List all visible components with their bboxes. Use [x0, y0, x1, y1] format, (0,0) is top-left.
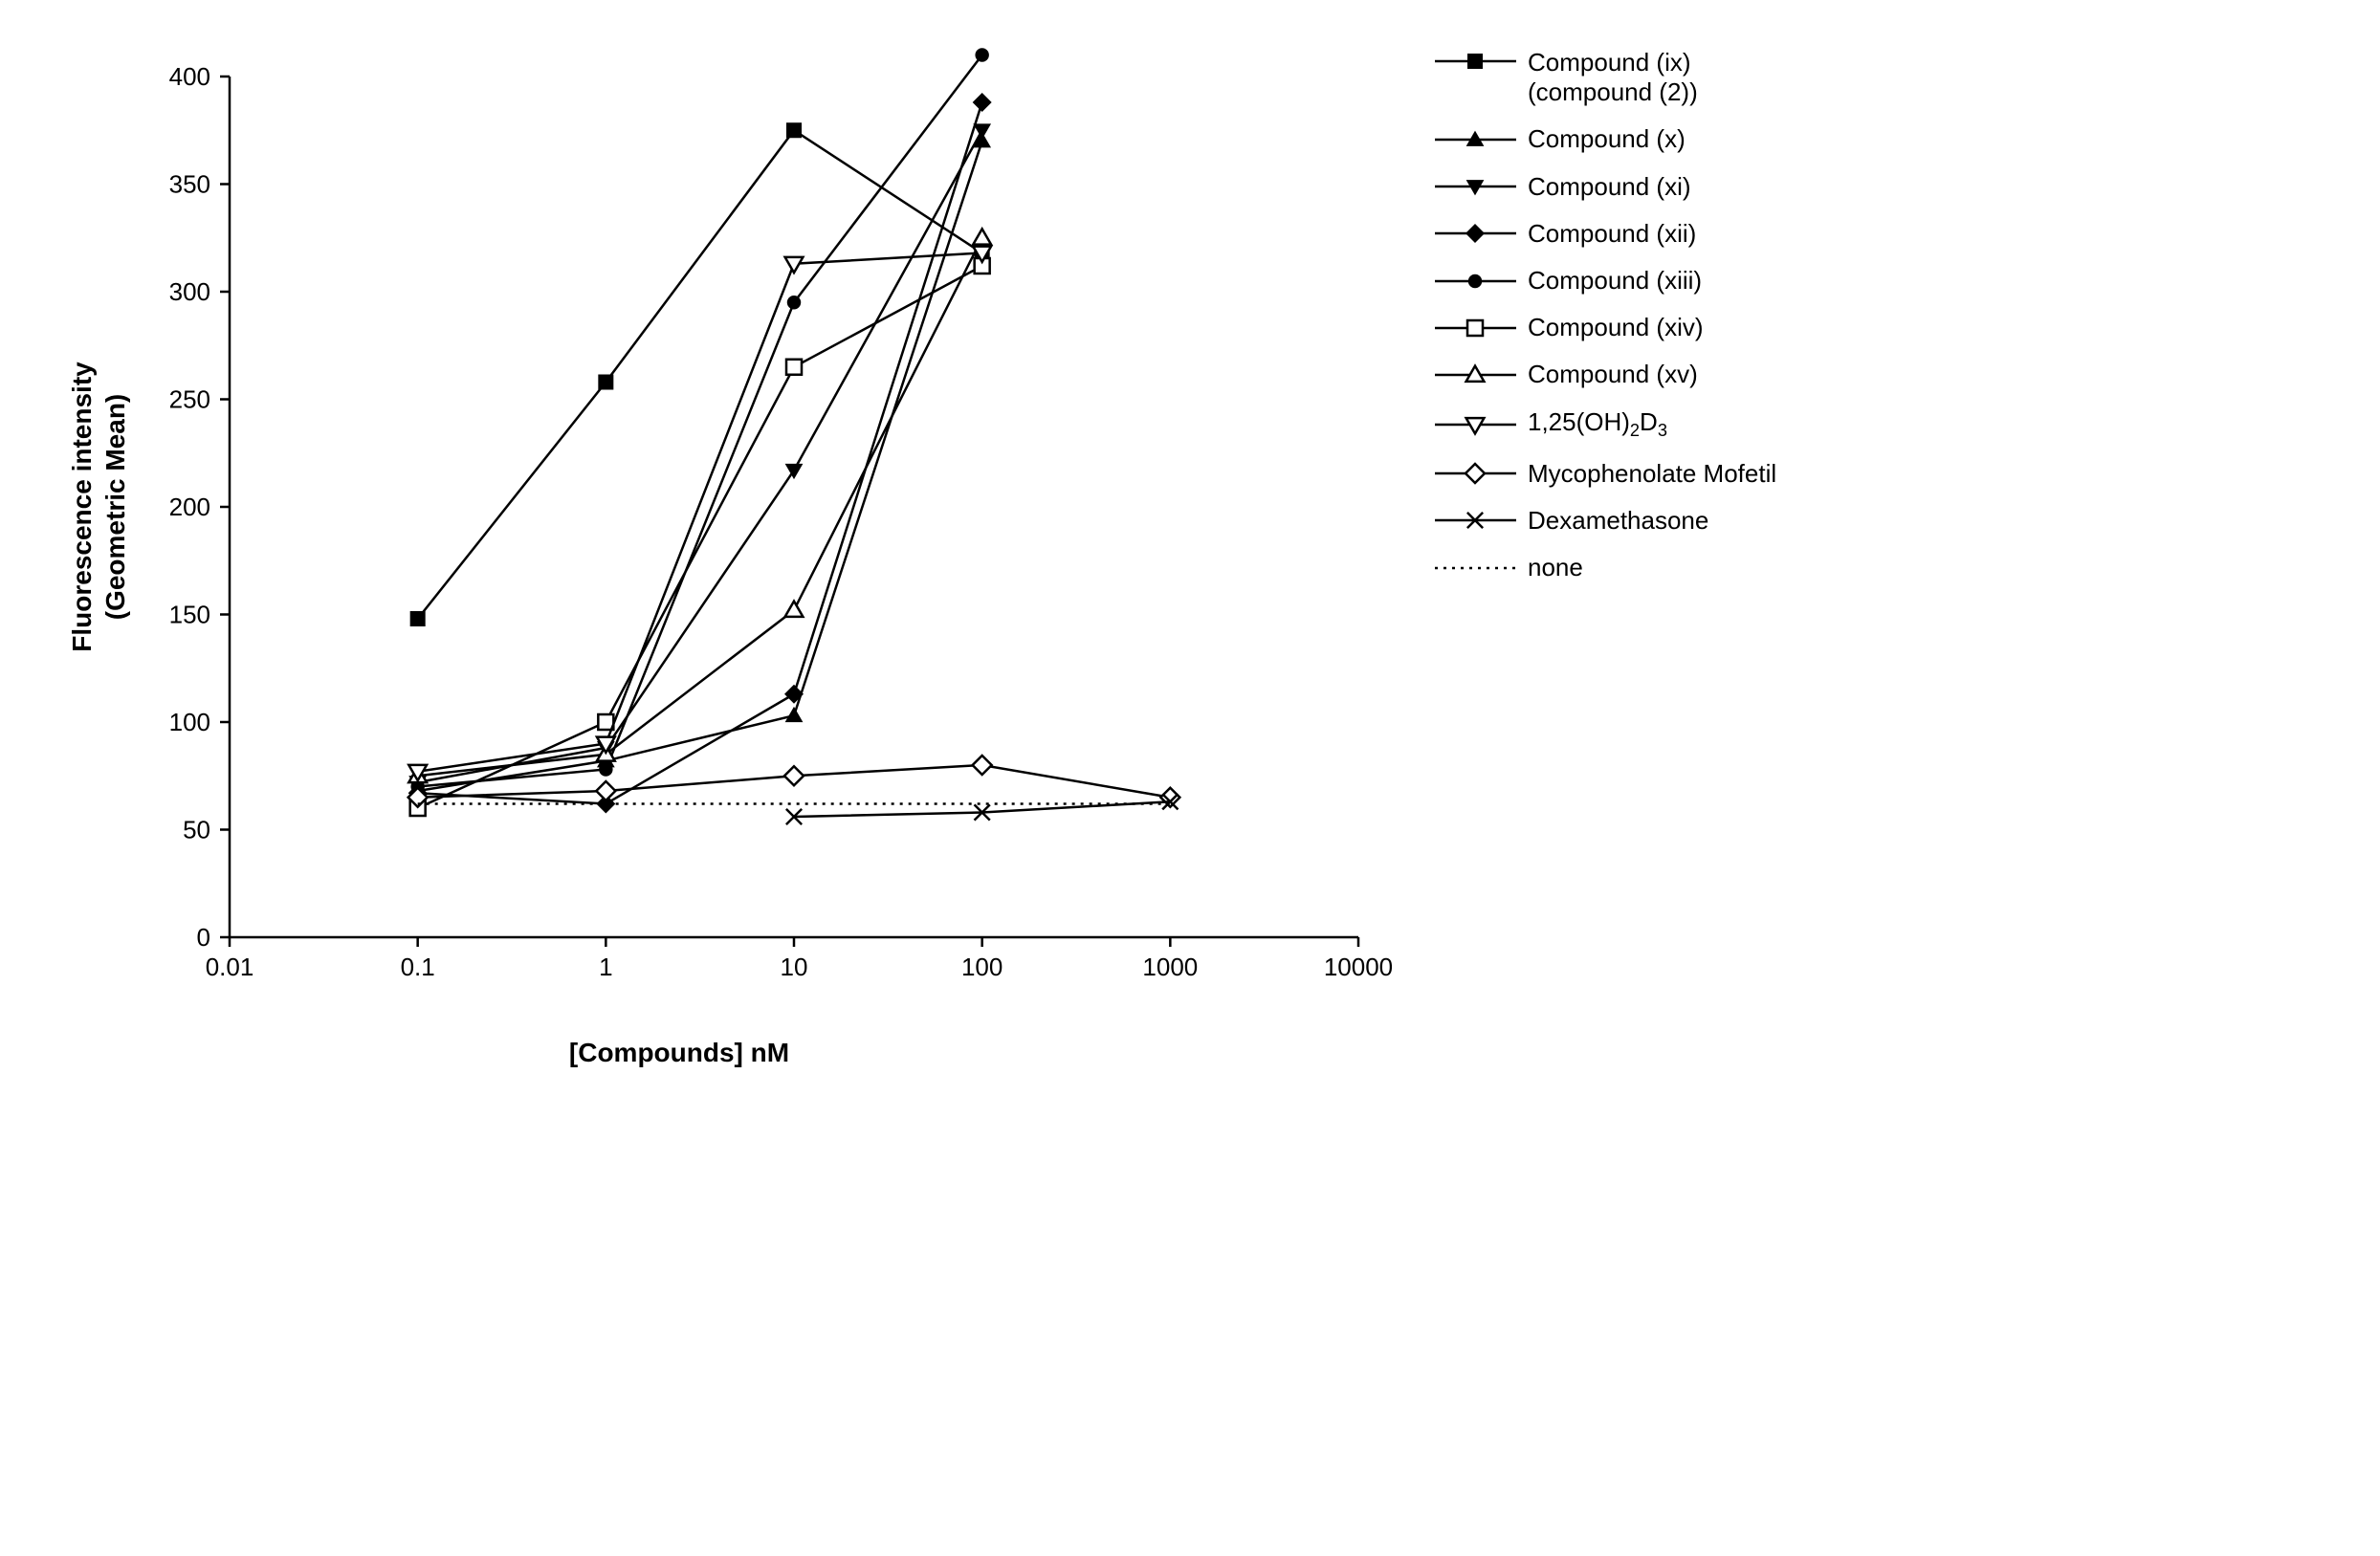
legend-label: Mycophenolate Mofetil — [1528, 459, 1776, 489]
svg-text:(Geometric Mean): (Geometric Mean) — [100, 394, 130, 621]
legend-label: Compound (xiv) — [1528, 313, 1704, 342]
legend-swatch — [1435, 220, 1516, 247]
legend-swatch — [1435, 173, 1516, 200]
chart-plot-area: 0.01 0.1 1 10 100 1000 10000 0 50 100 150 200 250 300… — [38, 38, 1397, 1114]
chart-svg: 0.01 0.1 1 10 100 1000 10000 0 50 100 150 200 250 300… — [38, 38, 1397, 1109]
legend-swatch — [1435, 507, 1516, 534]
legend-item: Compound (x) — [1435, 124, 1776, 154]
svg-text:50: 50 — [183, 816, 210, 844]
svg-text:100: 100 — [169, 708, 210, 736]
legend-item: none — [1435, 553, 1776, 582]
svg-text:1: 1 — [599, 953, 612, 981]
svg-text:300: 300 — [169, 277, 210, 306]
legend-item: Compound (xiv) — [1435, 313, 1776, 342]
svg-text:10: 10 — [781, 953, 808, 981]
legend-label: 1,25(OH)2D3 — [1528, 407, 1667, 442]
legend-item: Compound (xv) — [1435, 360, 1776, 389]
legend-item: Compound (ix) (compound (2)) — [1435, 48, 1776, 107]
svg-text:100: 100 — [961, 953, 1003, 981]
legend-label: Compound (ix) (compound (2)) — [1528, 48, 1698, 107]
svg-text:350: 350 — [169, 170, 210, 199]
legend-swatch — [1435, 460, 1516, 487]
svg-text:400: 400 — [169, 62, 210, 91]
legend-item: Compound (xiii) — [1435, 266, 1776, 296]
legend: Compound (ix) (compound (2)) Compound (x)… — [1435, 38, 1776, 582]
chart-container: 0.01 0.1 1 10 100 1000 10000 0 50 100 150 200 250 300… — [38, 38, 2342, 1114]
legend-swatch — [1435, 48, 1516, 75]
legend-item: Compound (xi) — [1435, 172, 1776, 202]
legend-label: Compound (xv) — [1528, 360, 1698, 389]
svg-text:0.1: 0.1 — [401, 953, 435, 981]
legend-swatch — [1435, 555, 1516, 581]
legend-label: Compound (xiii) — [1528, 266, 1702, 296]
legend-label: Compound (xi) — [1528, 172, 1691, 202]
legend-swatch — [1435, 126, 1516, 153]
legend-item: Compound (xii) — [1435, 219, 1776, 249]
legend-swatch — [1435, 315, 1516, 341]
legend-label: Compound (xii) — [1528, 219, 1696, 249]
svg-text:[Compounds] nM: [Compounds] nM — [569, 1038, 789, 1067]
legend-swatch — [1435, 268, 1516, 295]
svg-text:150: 150 — [169, 601, 210, 629]
legend-swatch — [1435, 411, 1516, 438]
legend-label: Compound (x) — [1528, 124, 1686, 154]
svg-text:1000: 1000 — [1142, 953, 1198, 981]
svg-text:0.01: 0.01 — [206, 953, 254, 981]
svg-text:10000: 10000 — [1324, 953, 1393, 981]
legend-item: 1,25(OH)2D3 — [1435, 407, 1776, 442]
legend-item: Dexamethasone — [1435, 506, 1776, 536]
svg-text:Fluorescence intensity: Fluorescence intensity — [67, 362, 97, 652]
svg-text:0: 0 — [197, 923, 210, 952]
legend-label: Dexamethasone — [1528, 506, 1708, 536]
svg-text:250: 250 — [169, 385, 210, 414]
svg-text:200: 200 — [169, 493, 210, 521]
legend-item: Mycophenolate Mofetil — [1435, 459, 1776, 489]
legend-swatch — [1435, 362, 1516, 388]
legend-label: none — [1528, 553, 1583, 582]
